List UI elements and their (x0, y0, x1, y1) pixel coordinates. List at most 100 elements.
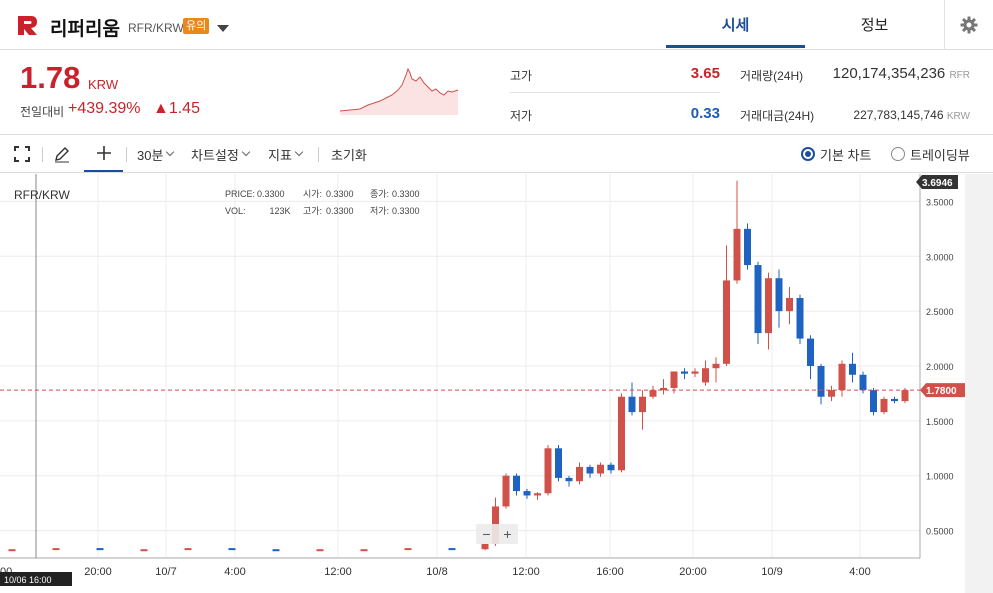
ohlc-high-value: 0.3300 (326, 206, 354, 216)
ohlc-vol-label: VOL: (225, 206, 246, 216)
max-price-tag: 3.6946 (922, 178, 953, 189)
crosshair-time-tag: 10/06 16:00 (4, 575, 52, 585)
zoom-in-icon[interactable]: + (503, 526, 512, 542)
x-tick-label: 4:00 (849, 566, 870, 578)
ohlc-close-label: 종가: (370, 189, 390, 199)
candle-body (754, 265, 762, 334)
candle-body (360, 549, 368, 552)
current-price: 1.78 (20, 60, 81, 95)
basic-chart-radio[interactable]: 기본 차트 (801, 136, 871, 172)
interval-dropdown[interactable]: 30분 (137, 136, 175, 172)
chevron-down-icon (294, 147, 304, 157)
low-value: 0.33 (690, 105, 720, 122)
current-price-tag: 1.7800 (926, 386, 957, 397)
y-tick-label: 0.5000 (926, 527, 954, 537)
candle-body (838, 363, 846, 391)
candle-body (586, 466, 594, 474)
amount-value: 227,783,145,746 KRW (853, 108, 970, 122)
candle-body (786, 297, 793, 312)
x-tick-label: 16:00 (596, 566, 624, 578)
candle-body (607, 464, 615, 471)
candle-body (807, 338, 814, 366)
candle-body (184, 548, 192, 551)
tab-info[interactable]: 정보 (860, 17, 889, 34)
settings-button[interactable] (944, 0, 993, 50)
candle-body (870, 390, 877, 413)
y-tick-label: 3.5000 (926, 197, 954, 207)
volume-unit: RFR (949, 70, 970, 81)
candle-body (481, 543, 489, 550)
candle-body (859, 374, 867, 391)
price-summary: 1.78 KRW 전일대비 +439.39% ▲1.45 고가 3.65 저가 … (0, 51, 993, 135)
chart-settings-label: 차트설정 (191, 147, 239, 163)
coin-name[interactable]: 리퍼리움 (50, 19, 120, 40)
radio-unselected-icon (891, 147, 905, 161)
zoom-out-icon[interactable]: − (482, 526, 491, 542)
x-tick-label: 12:00 (512, 566, 540, 578)
candle-body (534, 493, 541, 496)
ohlc-vol-value: 123K (269, 206, 291, 216)
candle-body (544, 448, 552, 494)
x-tick-label: 10/9 (761, 566, 782, 578)
y-tick-label: 3.0000 (926, 252, 954, 262)
ohlc-high-label: 고가: (303, 206, 323, 216)
reset-button[interactable]: 초기화 (331, 136, 367, 172)
candle-body (660, 387, 667, 391)
draw-button[interactable] (53, 136, 71, 172)
candle-body (448, 548, 456, 551)
candle-body (404, 548, 412, 551)
candle-body (52, 548, 60, 551)
chart-scrollbar[interactable] (965, 174, 993, 593)
change-amount: ▲1.45 (153, 100, 200, 117)
candle-body (316, 549, 324, 552)
x-tick-label: 10/8 (426, 566, 447, 578)
indicators-dropdown[interactable]: 지표 (268, 136, 304, 172)
radio-selected-icon (801, 147, 815, 161)
candle-body (691, 371, 699, 374)
fullscreen-button[interactable] (14, 136, 30, 172)
candle-body (723, 280, 730, 364)
candle-body (96, 548, 104, 551)
tab-quote[interactable]: 시세 (666, 0, 805, 48)
ohlc-close-value: 0.3300 (392, 189, 420, 199)
coin-select-chevron-down-icon[interactable] (217, 25, 229, 32)
volume-value: 120,174,354,236 RFR (833, 65, 970, 82)
y-tick-label: 1.5000 (926, 417, 954, 427)
chart-toolbar: 30분 차트설정 지표 초기화 기본 차트 트레이딩뷰 (0, 136, 993, 173)
candle-body (702, 368, 709, 383)
candle-body (639, 396, 646, 413)
candle-body (597, 464, 604, 474)
high-label: 고가 (510, 69, 533, 83)
fullscreen-icon (14, 146, 30, 162)
candle-body (649, 390, 657, 397)
interval-label: 30분 (137, 147, 164, 163)
candle-body (891, 398, 898, 402)
ohlc-low-label: 저가: (370, 206, 390, 216)
stat-low: 저가 0.33 (510, 93, 720, 133)
candle-body (744, 228, 751, 266)
ohlc-open-label: 시가: (303, 189, 323, 199)
high-value: 3.65 (690, 65, 720, 82)
y-tick-label: 1.0000 (926, 472, 954, 482)
low-label: 저가 (510, 109, 533, 123)
tradingview-label: 트레이딩뷰 (910, 147, 970, 163)
crosshair-button[interactable] (84, 136, 123, 172)
candle-body (628, 396, 636, 413)
gear-icon (960, 16, 978, 34)
price-unit: KRW (88, 77, 119, 92)
candle-body (565, 477, 573, 482)
crosshair-time-tag-bg (0, 572, 72, 586)
toolbar-divider (318, 147, 319, 162)
candle-body (555, 448, 562, 478)
ohlc-open-value: 0.3300 (326, 189, 354, 199)
chart-settings-dropdown[interactable]: 차트설정 (191, 136, 251, 172)
toolbar-divider (126, 147, 127, 162)
basic-chart-label: 기본 차트 (820, 147, 872, 163)
tradingview-radio[interactable]: 트레이딩뷰 (891, 136, 970, 172)
header: 리퍼리움 RFR/KRW 유의 시세 정보 (0, 0, 993, 50)
change-percent: +439.39% (68, 100, 141, 117)
indicators-label: 지표 (268, 147, 292, 163)
candlestick-chart[interactable]: 0.5000 1.0000 1.5000 2.0000 2.5000 3.0000 3.50… (0, 174, 993, 593)
chart-canvas[interactable]: 0.5000 1.0000 1.5000 2.0000 2.5000 3.0000 3.50… (0, 174, 965, 593)
coin-logo-icon (18, 16, 37, 35)
